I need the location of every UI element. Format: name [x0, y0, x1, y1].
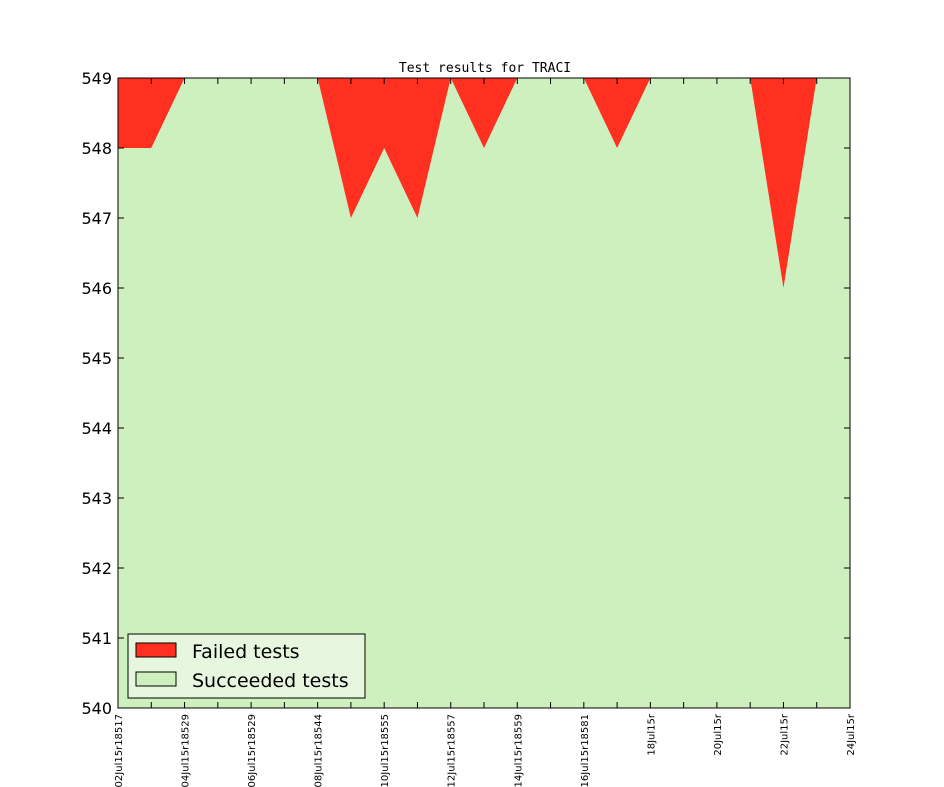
x-tick-label: 18Jul15r: [646, 713, 657, 756]
y-tick-label: 548: [81, 139, 112, 158]
y-tick-label: 542: [81, 559, 112, 578]
y-tick-label: 544: [81, 419, 112, 438]
x-tick-label: 06Jul15r18529: [247, 714, 258, 787]
succeeded-tests-area: [118, 78, 850, 708]
y-tick-label: 545: [81, 349, 112, 368]
x-tick-label: 02Jul15r18517: [114, 714, 125, 787]
x-tick-label: 22Jul15r: [779, 713, 790, 756]
legend: Failed tests Succeeded tests: [127, 633, 366, 699]
y-tick-label: 549: [81, 69, 112, 88]
chart-title: Test results for TRACI: [399, 61, 571, 76]
y-tick-label: 540: [81, 699, 112, 718]
y-tick-label: 543: [81, 489, 112, 508]
x-tick-label: 04Jul15r18529: [181, 714, 192, 787]
x-tick-label: 14Jul15r18559: [513, 714, 524, 787]
legend-swatch-succeeded: [135, 671, 177, 687]
y-tick-label: 541: [81, 629, 112, 648]
x-tick-label: 10Jul15r18555: [380, 714, 391, 787]
legend-label-succeeded: Succeeded tests: [192, 670, 349, 692]
y-tick-label: 547: [81, 209, 112, 228]
plot-area: [118, 78, 850, 708]
x-tick-label: 12Jul15r18557: [447, 714, 458, 787]
x-tick-label: 08Jul15r18544: [314, 714, 325, 787]
x-tick-label: 24Jul15r: [846, 713, 857, 756]
legend-label-failed: Failed tests: [192, 641, 300, 663]
x-tick-label: 16Jul15r18581: [580, 714, 591, 787]
y-tick-label: 546: [81, 279, 112, 298]
legend-swatch-failed: [135, 642, 177, 658]
failed-tests-area: [118, 78, 850, 288]
axes: 540 541 542 543 544 545 546 547 548 549 02Jul15r18…: [81, 69, 857, 787]
x-tick-label: 20Jul15r: [713, 713, 724, 756]
